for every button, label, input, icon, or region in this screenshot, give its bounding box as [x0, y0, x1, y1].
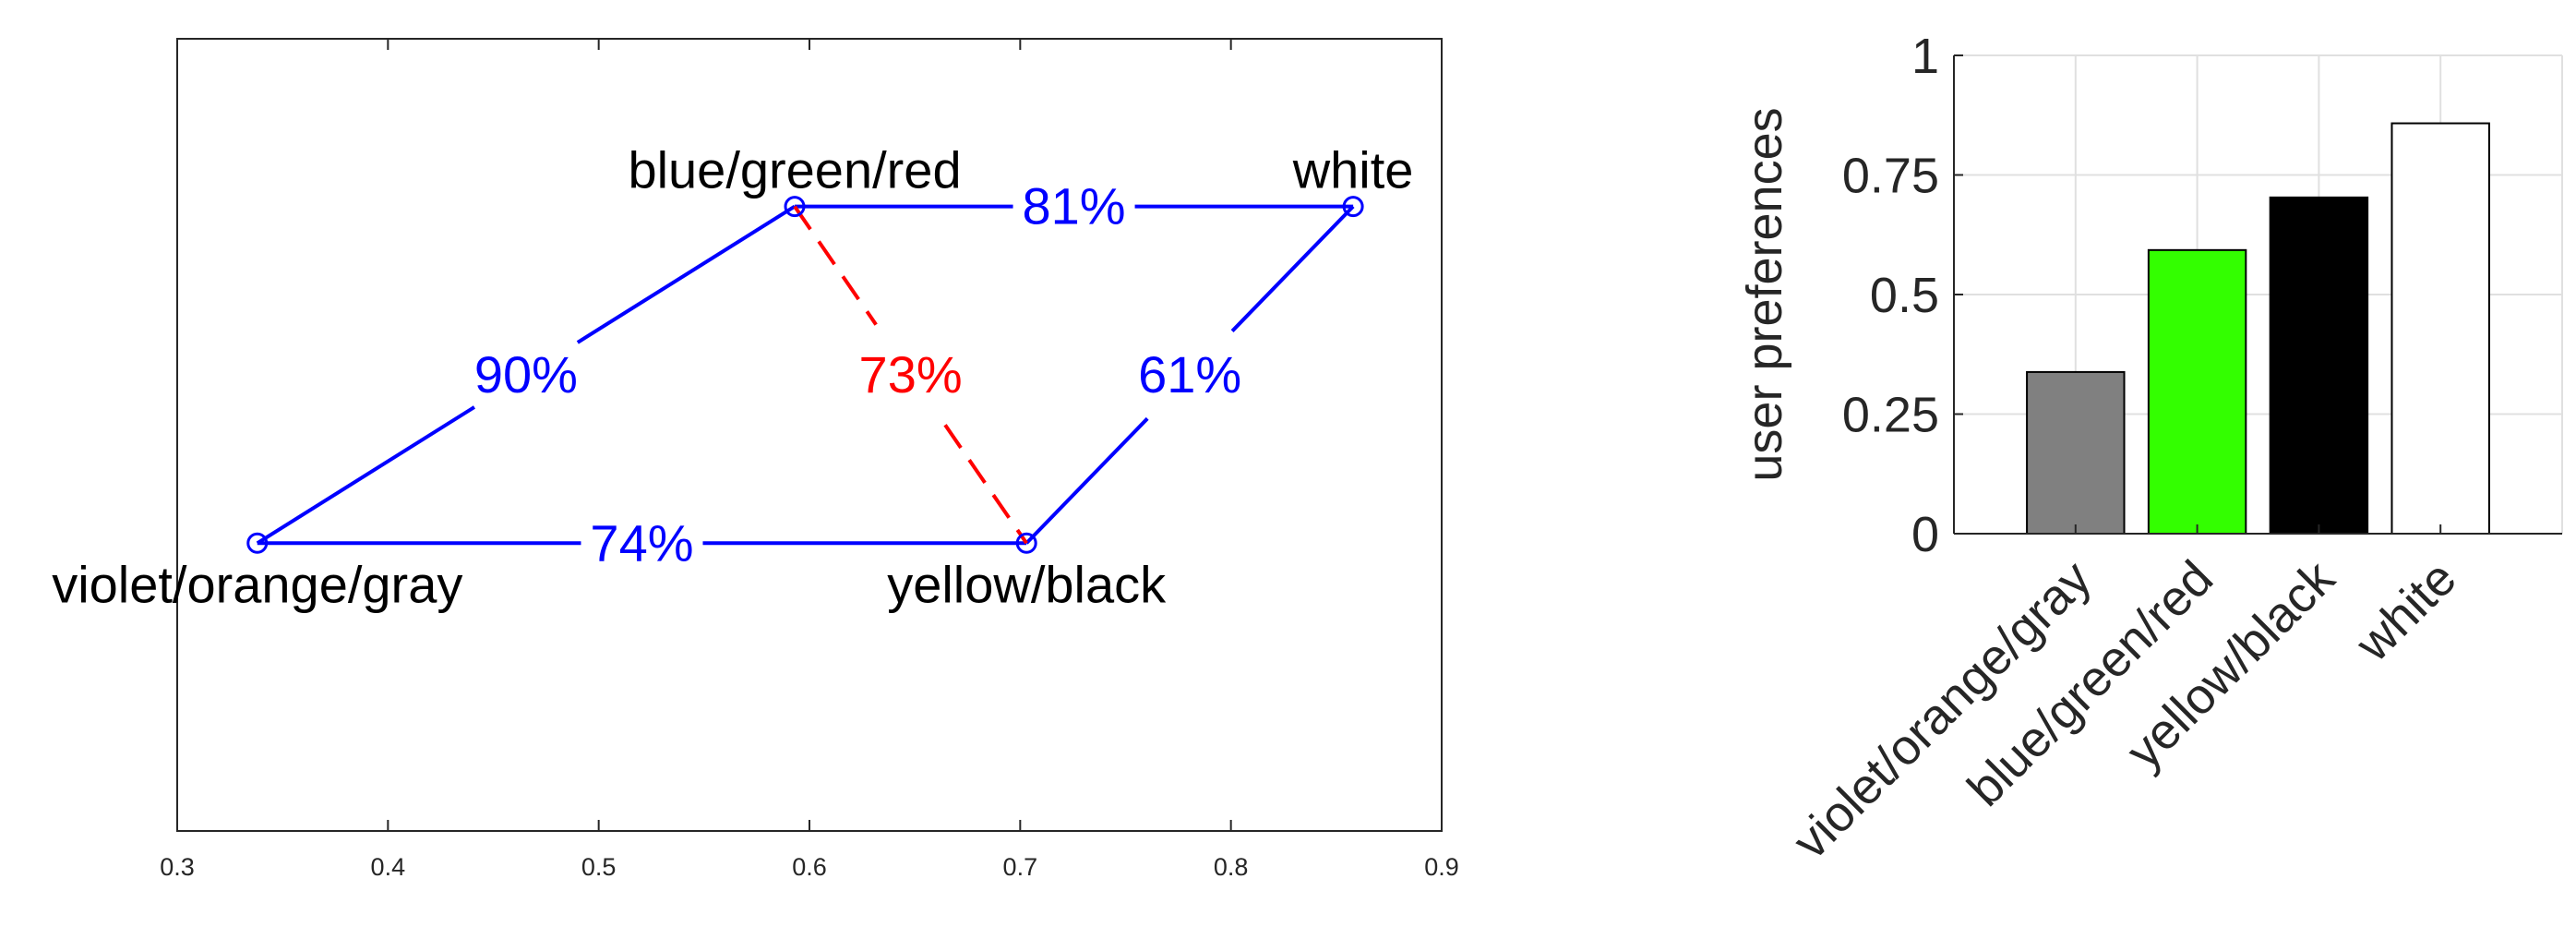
x-tick-label: 0.4: [371, 853, 406, 881]
edge-line-yb-wh: [1024, 416, 1149, 545]
node-marker: [784, 196, 806, 218]
bar: [2147, 248, 2247, 535]
x-tick-label: 0.7: [1003, 853, 1038, 881]
plot-frame: [176, 38, 1443, 832]
y-tick-label: 1: [1911, 29, 1939, 84]
y-tick-label: 0.75: [1842, 149, 1939, 204]
edge-label: 81%: [1023, 177, 1126, 235]
node-marker: [1015, 532, 1037, 554]
x-tick-label: white: [2344, 550, 2466, 672]
x-tick-label: 0.9: [1424, 853, 1459, 881]
network-chart: 0.3 0.4 0.5 0.6 0.7 0.8 0.9 90% 81% 74% 61% 73% viol…: [52, 38, 1459, 881]
node-label: white: [1292, 141, 1414, 199]
y-tick-label: 0: [1911, 507, 1939, 562]
node-marker: [1342, 196, 1364, 218]
y-tick-label: 0.5: [1870, 268, 1939, 323]
y-tick-label: 0.25: [1842, 388, 1939, 443]
x-tick-label: 0.3: [160, 853, 195, 881]
edge-line-vog-bgr: [256, 405, 476, 545]
node-marker: [246, 532, 269, 554]
x-tick-label: 0.6: [792, 853, 827, 881]
edge-line-yb-wh: [1230, 205, 1355, 332]
edge-line-vog-bgr: [576, 204, 797, 344]
bar: [2026, 370, 2126, 535]
node-label: blue/green/red: [628, 141, 961, 199]
bar: [2390, 122, 2490, 535]
edge-label: 73%: [859, 345, 963, 403]
x-tick-label: 0.8: [1214, 853, 1249, 881]
node-label: violet/orange/gray: [52, 555, 462, 613]
edge-line-bgr-yb: [793, 205, 878, 326]
bar: [2269, 196, 2369, 535]
edge-label: 61%: [1138, 345, 1241, 403]
edge-label: 74%: [590, 513, 693, 572]
node-label: yellow/black: [887, 555, 1167, 613]
edge-line-bgr-yb: [943, 424, 1028, 545]
edge-label: 90%: [474, 345, 578, 403]
bar-chart: 00.250.50.751violet/orange/grayblue/gree…: [1737, 29, 2563, 870]
y-axis-label: user preferences: [1737, 107, 1792, 481]
x-tick-label: 0.5: [581, 853, 617, 881]
